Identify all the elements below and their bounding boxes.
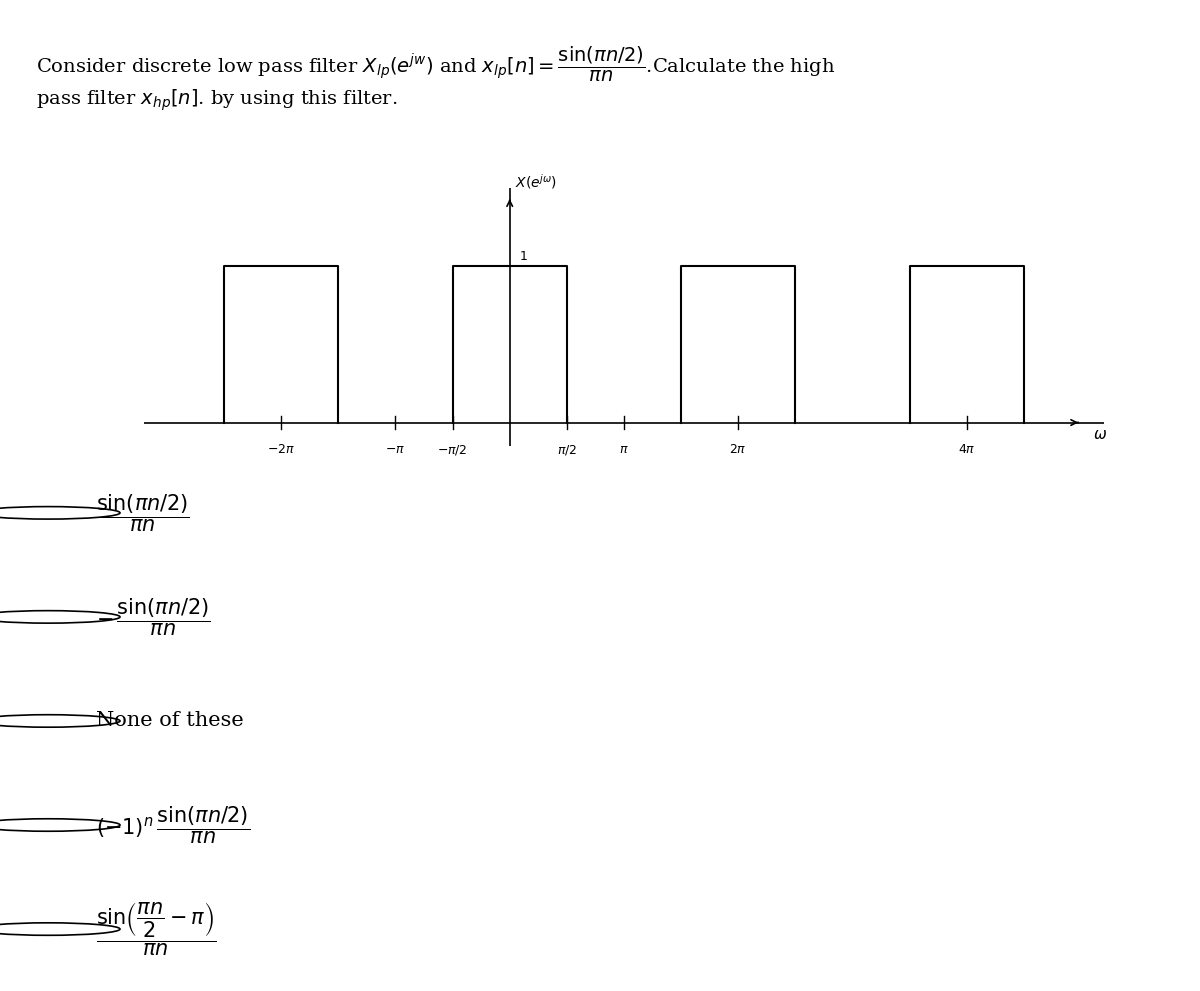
Text: $\pi/2$: $\pi/2$: [557, 443, 577, 457]
Text: $X(e^{j\omega})$: $X(e^{j\omega})$: [516, 172, 558, 191]
Text: $\pi$: $\pi$: [619, 443, 629, 456]
Text: $1$: $1$: [518, 251, 528, 264]
Text: $4\pi$: $4\pi$: [958, 443, 976, 456]
Text: None of these: None of these: [96, 712, 244, 730]
Text: $-\pi/2$: $-\pi/2$: [438, 443, 468, 457]
Text: $-\,\dfrac{\sin(\pi n/2)}{\pi n}$: $-\,\dfrac{\sin(\pi n/2)}{\pi n}$: [96, 597, 210, 637]
Text: $\dfrac{\sin\!\left(\dfrac{\pi n}{2}-\pi\right)}{\pi n}$: $\dfrac{\sin\!\left(\dfrac{\pi n}{2}-\pi…: [96, 900, 216, 958]
Text: $2\pi$: $2\pi$: [730, 443, 748, 456]
Text: $-\pi$: $-\pi$: [385, 443, 406, 456]
Text: $(-1)^n\,\dfrac{\sin(\pi n/2)}{\pi n}$: $(-1)^n\,\dfrac{\sin(\pi n/2)}{\pi n}$: [96, 805, 250, 845]
Text: $\dfrac{\sin(\pi n/2)}{\pi n}$: $\dfrac{\sin(\pi n/2)}{\pi n}$: [96, 493, 190, 533]
Text: $\omega$: $\omega$: [1092, 428, 1106, 442]
Text: Consider discrete low pass filter $X_{lp}(e^{jw})$ and $x_{lp}[n] = \dfrac{\sin(: Consider discrete low pass filter $X_{lp…: [36, 45, 835, 113]
Text: $-2\pi$: $-2\pi$: [268, 443, 295, 456]
